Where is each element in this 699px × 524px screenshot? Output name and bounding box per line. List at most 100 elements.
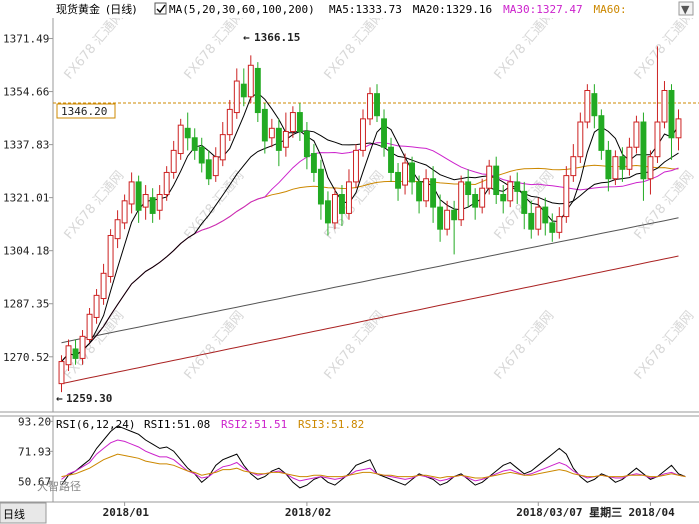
high-marker-arrow: ← (243, 31, 250, 44)
candle-down (135, 181, 142, 211)
candle-up (79, 335, 86, 359)
candle-down (261, 108, 268, 142)
current-price-label: 1346.20 (61, 105, 107, 118)
price-tick-label: 1304.18 (3, 245, 49, 258)
candle-up (675, 118, 682, 139)
candle-up (93, 294, 100, 318)
candle-up (661, 89, 668, 123)
settings-button[interactable] (678, 1, 694, 16)
candle-up (367, 93, 373, 120)
candle-down (198, 146, 205, 164)
candle-down (317, 168, 324, 205)
candle-down (303, 130, 310, 158)
candle-down (437, 206, 444, 230)
candle-down (374, 93, 380, 117)
candle-up (647, 156, 654, 180)
candle-down (430, 178, 437, 208)
candle-down (542, 206, 549, 224)
rsi-tick-label: 93.20 (18, 415, 51, 428)
bottom-hint: 大智路径 (37, 479, 81, 493)
rsi-tick-label: 71.93 (18, 445, 51, 458)
ma-value-label: MA60: (594, 3, 627, 16)
candle-down (528, 212, 535, 230)
candle-up (156, 194, 163, 211)
candle-down (514, 181, 521, 192)
time-tick-label: 2018/04 (628, 506, 675, 519)
price-tick-label: 1287.35 (3, 298, 49, 311)
candle-down (275, 127, 282, 151)
candle-up (331, 194, 338, 224)
current-price-label-box (56, 103, 116, 119)
candle-down (191, 137, 198, 151)
candle-up (107, 234, 114, 277)
candle-down (184, 127, 191, 139)
candle-down (605, 149, 612, 180)
period-tab[interactable] (0, 502, 47, 524)
ma-checkbox[interactable] (154, 2, 167, 15)
candle-up (423, 178, 430, 202)
candle-down (640, 121, 647, 180)
time-x-axis: 2018/01 2018/02 2018/03/07 星期三 2018/04 (103, 502, 675, 519)
candle-down (591, 93, 598, 117)
candle-up (163, 171, 170, 196)
ma100-line (61, 217, 679, 344)
candle-down (549, 222, 556, 233)
candle-down (388, 146, 394, 173)
watermark-logo: FX678 汇通网 (322, 8, 388, 82)
candle-up (247, 64, 254, 98)
checkmark-icon (156, 4, 166, 14)
candle-down (254, 67, 261, 114)
candle-up (268, 127, 275, 139)
ma5-line (61, 92, 679, 362)
price-tick-label: 1371.49 (3, 33, 49, 46)
candle-up (226, 108, 233, 136)
candle-down (493, 165, 500, 196)
candle-down (465, 181, 472, 196)
candle-down (668, 89, 675, 139)
candle-up (121, 200, 128, 224)
candle-down (72, 348, 79, 359)
watermark-logo: FX678 汇通网 (62, 8, 128, 82)
candle-up (479, 187, 486, 208)
candle-down (521, 190, 528, 214)
candle-up (654, 121, 661, 158)
candle-down (451, 209, 458, 221)
candle-up (170, 149, 177, 173)
candle-up (58, 361, 65, 385)
candle-up (507, 181, 514, 202)
candle-up (114, 219, 121, 240)
candle-up (458, 181, 465, 221)
time-tick-label: 2018/01 (103, 506, 150, 519)
candle-up (444, 209, 451, 230)
candle-up (556, 216, 563, 233)
rsi-tick-label: 50.67 (18, 475, 51, 488)
candle-up (219, 134, 226, 161)
candle-up (584, 89, 591, 123)
candle-down (416, 181, 423, 202)
header-bar (53, 0, 699, 18)
watermark-logo: FX678 汇通网 (492, 308, 558, 382)
rsi-value-label: RSI1:51.08 (144, 418, 210, 431)
candle-up (402, 162, 409, 186)
candle-down (339, 194, 345, 214)
low-annotation: 1259.30 (66, 392, 112, 405)
candle-down (395, 171, 401, 189)
high-annotation: 1366.15 (254, 31, 300, 44)
watermark-logo: FX678 汇通网 (632, 308, 698, 382)
candle-up (128, 181, 135, 205)
ma-value-labels: MA5:1333.73 MA20:1329.16 MA30:1327.47 MA60: (329, 3, 627, 16)
candle-up (346, 181, 352, 214)
candle-up (612, 156, 619, 180)
candle-down (240, 83, 247, 98)
candle-up (577, 121, 584, 158)
price-tick-label: 1337.83 (3, 139, 49, 152)
candle-up (86, 313, 93, 341)
rsi-value-label: RSI3:51.82 (298, 418, 364, 431)
rsi-lines (61, 425, 686, 489)
watermark-logo: FX678 汇通网 (182, 8, 248, 82)
ma-value-label: MA30:1327.47 (503, 3, 582, 16)
candle-down (310, 153, 317, 173)
candle-up (633, 121, 640, 148)
watermark-logo: FX678 汇通网 (322, 308, 388, 382)
